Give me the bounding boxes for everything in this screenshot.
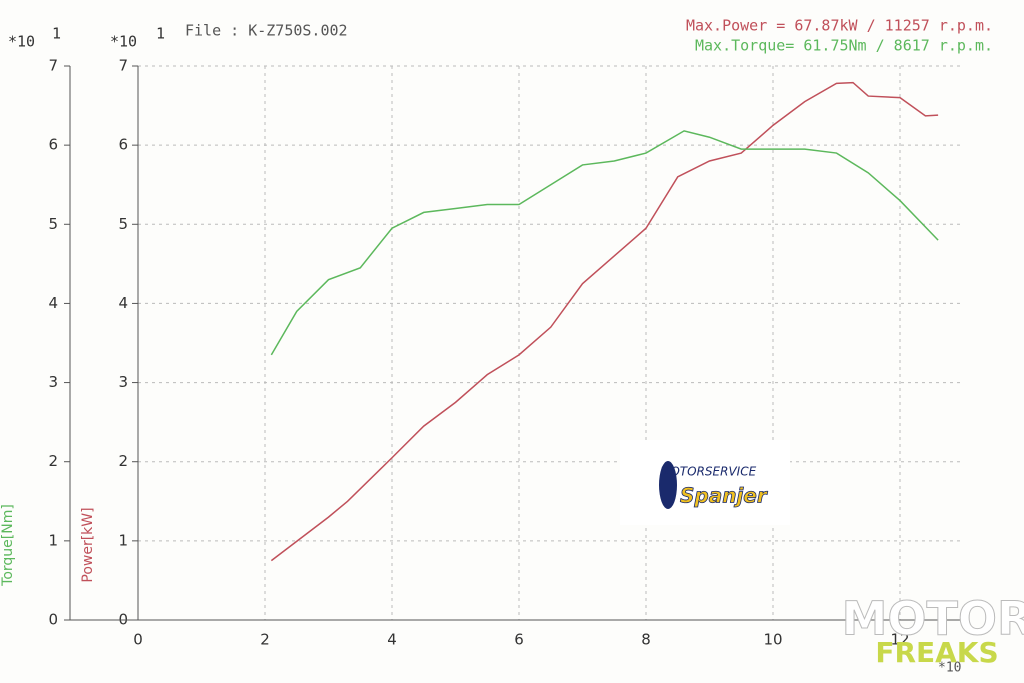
watermark: MOTOR FREAKS xyxy=(841,591,1024,669)
logo-tire xyxy=(659,461,677,509)
y2-axis-label: Torque[Nm] xyxy=(0,504,16,587)
logo-box xyxy=(620,440,790,525)
x-tick-label: 12 xyxy=(890,631,909,649)
y2-tick-label: 1 xyxy=(48,531,58,549)
line xyxy=(270,81,939,562)
logo-bottom: Spanjer xyxy=(680,484,768,508)
y2-exponent: 1 xyxy=(52,25,61,43)
y2-tick-label: 5 xyxy=(48,215,58,233)
max-torque: Max.Torque= 61.75Nm / 8617 r.p.m. xyxy=(695,37,993,55)
y2-tick-label: 2 xyxy=(48,452,58,470)
x-multiplier: *10 xyxy=(938,661,961,676)
y-tick-label: 3 xyxy=(118,373,128,391)
y-tick-label: 6 xyxy=(118,136,128,154)
y-multiplier: *10 xyxy=(110,33,137,51)
y2-tick-label: 6 xyxy=(48,136,58,154)
logo: MOTORSERVICE Spanjer xyxy=(620,440,790,525)
x-tick-label: 2 xyxy=(260,631,270,649)
file-label: File : K-Z750S.002 xyxy=(185,22,348,40)
x-tick-label: 10 xyxy=(763,631,782,649)
y-exponent: 1 xyxy=(156,25,165,43)
y-tick-label: 4 xyxy=(118,294,128,312)
y2-tick-label: 0 xyxy=(48,611,58,629)
watermark-bottom: FREAKS xyxy=(875,636,998,669)
max-power: Max.Power = 67.87kW / 11257 r.p.m. xyxy=(686,17,993,35)
y-tick-label: 7 xyxy=(118,57,128,75)
y-tick-label: 2 xyxy=(118,452,128,470)
line xyxy=(270,130,939,356)
x-tick-label: 0 xyxy=(133,631,143,649)
watermark-top: MOTOR xyxy=(842,592,1024,646)
logo-top: MOTORSERVICE xyxy=(660,465,757,479)
y-tick-label: 1 xyxy=(118,531,128,549)
x-tick-label: 6 xyxy=(514,631,524,649)
x-tick-label: 8 xyxy=(641,631,651,649)
y2-tick-label: 3 xyxy=(48,373,58,391)
y-tick-label: 5 xyxy=(118,215,128,233)
y2-multiplier: *10 xyxy=(8,33,35,51)
y2-tick-label: 4 xyxy=(48,294,58,312)
x-tick-label: 4 xyxy=(387,631,397,649)
y2-tick-label: 7 xyxy=(48,57,58,75)
y-axis-label: Power[kW] xyxy=(80,507,96,582)
